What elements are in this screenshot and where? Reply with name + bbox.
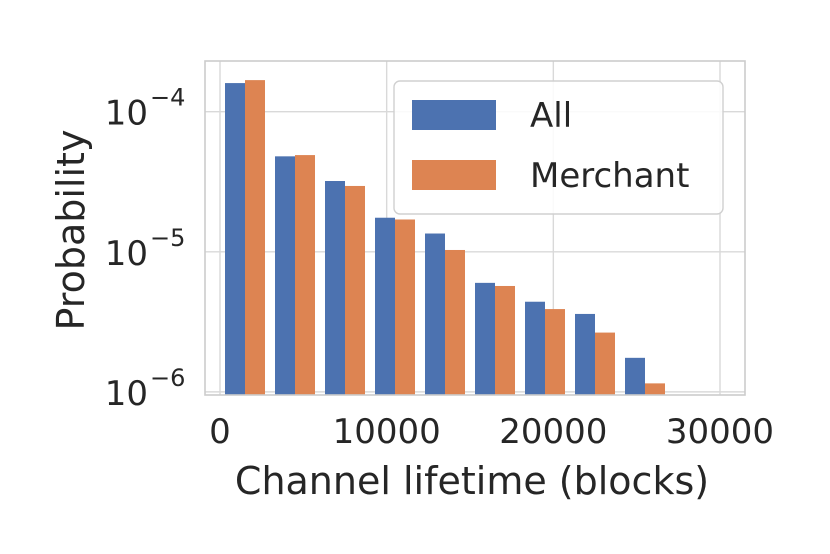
bar-all-7 xyxy=(575,313,595,395)
legend-swatch-all xyxy=(412,100,496,130)
x-tick-label: 20000 xyxy=(499,412,607,452)
bar-merchant-2 xyxy=(345,185,365,395)
bar-all-6 xyxy=(525,301,545,395)
legend-label-all: All xyxy=(530,96,572,136)
bar-all-3 xyxy=(375,217,395,395)
y-tick-exponent: −5 xyxy=(150,224,185,252)
y-axis-label: Probability xyxy=(49,130,93,331)
bar-all-0 xyxy=(225,83,245,395)
legend-swatch-merchant xyxy=(412,160,496,190)
bar-merchant-7 xyxy=(595,332,615,395)
bar-merchant-6 xyxy=(545,309,565,395)
y-tick-exponent: −6 xyxy=(150,364,185,392)
legend: All Merchant xyxy=(393,80,724,215)
y-tick-exponent: −4 xyxy=(150,84,185,112)
bar-merchant-4 xyxy=(445,249,465,395)
bars xyxy=(225,80,665,395)
bar-merchant-0 xyxy=(245,80,265,395)
legend-label-merchant: Merchant xyxy=(530,156,689,196)
bar-all-5 xyxy=(475,282,495,395)
y-tick-label: 10 xyxy=(105,234,148,274)
bar-all-1 xyxy=(275,156,295,395)
bar-all-2 xyxy=(325,181,345,395)
y-tick-label: 10 xyxy=(105,374,148,414)
x-tick-label: 10000 xyxy=(333,412,441,452)
y-tick-labels: 10−610−510−4 xyxy=(105,84,186,414)
bar-all-4 xyxy=(425,233,445,395)
bar-merchant-3 xyxy=(395,219,415,395)
bar-merchant-5 xyxy=(495,285,515,395)
x-axis-label: Channel lifetime (blocks) xyxy=(235,459,709,503)
bar-merchant-1 xyxy=(295,155,315,395)
x-tick-label: 0 xyxy=(209,412,231,452)
x-tick-label: 30000 xyxy=(666,412,774,452)
x-tick-labels: 0 10000 20000 30000 xyxy=(209,412,774,452)
plot-frame xyxy=(204,60,746,396)
bar-all-8 xyxy=(625,357,645,395)
y-tick-label: 10 xyxy=(105,94,148,134)
bar-merchant-8 xyxy=(645,383,665,395)
